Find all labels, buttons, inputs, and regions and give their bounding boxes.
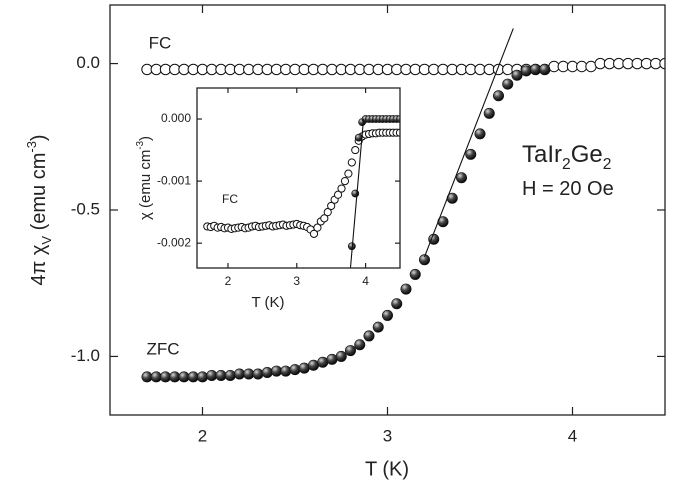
zfc-point <box>418 254 430 266</box>
fc-point <box>309 229 319 238</box>
label-part: H = 20 Oe <box>522 178 614 200</box>
y-tick-label: -0.5 <box>71 199 100 218</box>
label-part: 2 <box>603 156 612 173</box>
fc-point <box>337 184 346 193</box>
label-part: ) <box>28 134 50 141</box>
fc-point <box>327 201 336 211</box>
x-tick-label: 3 <box>293 274 300 288</box>
zfc-point <box>344 345 356 357</box>
zfc-point <box>520 65 532 77</box>
data-layer <box>203 115 400 268</box>
zfc-point <box>197 371 209 383</box>
y-axis-title: 4π χV (emu cm-3) <box>24 134 54 285</box>
fit-line <box>349 118 365 268</box>
plot-panel: 2 3 4 0.000 -0.001 -0.002 FC T (K) χ (emu cm-3) <box>135 87 401 311</box>
zfc-point <box>409 268 421 280</box>
annotation: TaIr2Ge2 <box>522 141 611 172</box>
label-part: -3 <box>135 141 146 150</box>
label-part: TaIr <box>522 141 562 168</box>
zfc-point <box>234 368 246 380</box>
label-part: 2 <box>562 156 571 173</box>
fc-point <box>347 158 356 167</box>
plot-frame <box>109 4 666 416</box>
fit-line <box>423 28 514 258</box>
zfc-point <box>289 364 301 376</box>
fc-point <box>351 145 360 155</box>
zfc-point <box>474 128 486 140</box>
fc-point <box>320 214 329 223</box>
x-tick-label: 4 <box>362 274 369 288</box>
zfc-point <box>529 63 541 75</box>
x-tick-label: 3 <box>383 426 392 445</box>
zfc-point <box>187 371 199 383</box>
zfc-point <box>317 356 329 368</box>
zfc-point <box>150 371 162 383</box>
y-tick-label: 0.0 <box>76 53 100 72</box>
zfc-point <box>455 172 467 184</box>
zfc-point <box>252 368 264 380</box>
fc-point <box>344 169 353 178</box>
zfc-point <box>280 365 292 377</box>
zfc-point <box>160 371 172 383</box>
zfc-point <box>307 359 319 371</box>
y-tick-label: 0.000 <box>161 111 191 125</box>
zfc-point <box>178 371 190 383</box>
zfc-point <box>335 350 347 362</box>
zfc-point <box>492 90 504 102</box>
zfc-point <box>400 283 412 295</box>
label-part: Ge <box>571 141 603 168</box>
zfc-point <box>391 298 403 310</box>
x-tick-label: 2 <box>198 426 207 445</box>
zfc-point <box>483 107 495 119</box>
zfc-point <box>539 63 551 75</box>
fc-point <box>313 223 322 232</box>
zfc-point <box>326 353 338 365</box>
fc-point <box>333 190 343 199</box>
zfc-point <box>511 69 523 81</box>
fc-point <box>323 208 332 217</box>
y-axis-title: χ (emu cm-3) <box>135 136 154 220</box>
zfc-point <box>224 369 236 381</box>
x-axis-title: T (K) <box>365 458 409 480</box>
zfc-point <box>206 369 218 381</box>
zfc-point <box>363 330 375 342</box>
label-part: ) <box>137 136 154 141</box>
zfc-point <box>465 148 477 160</box>
series-label: FC <box>149 33 172 52</box>
zfc-point <box>243 368 255 380</box>
series-label: FC <box>222 192 238 206</box>
zfc-point <box>270 365 282 377</box>
label-part: χ (emu cm <box>137 150 154 220</box>
annotation: H = 20 Oe <box>522 178 614 200</box>
label-part: 4π χ <box>28 244 50 285</box>
series-label: ZFC <box>146 339 179 358</box>
x-tick-label: 2 <box>225 274 232 288</box>
data-layer <box>141 28 665 383</box>
x-axis-title: T (K) <box>251 294 284 311</box>
y-tick-label: -0.001 <box>157 173 191 187</box>
label-part: -3 <box>24 141 39 153</box>
inset-background <box>197 88 400 268</box>
y-tick-label: -1.0 <box>71 346 100 365</box>
zfc-point <box>261 367 273 379</box>
zfc-point <box>215 369 227 381</box>
zfc-point <box>354 339 366 351</box>
plot-frame <box>196 87 401 269</box>
zfc-point <box>169 371 181 383</box>
zfc-point <box>372 321 384 333</box>
label-part: (emu cm <box>28 153 50 236</box>
x-tick-label: 4 <box>568 426 577 445</box>
fc-point <box>340 177 350 186</box>
zfc-point <box>502 78 514 90</box>
zfc-point <box>298 362 310 374</box>
y-tick-label: -0.002 <box>157 235 191 249</box>
zfc-point <box>141 371 153 383</box>
zfc-point <box>381 309 393 321</box>
zfc-point <box>351 189 360 198</box>
label-part: V <box>39 236 54 245</box>
